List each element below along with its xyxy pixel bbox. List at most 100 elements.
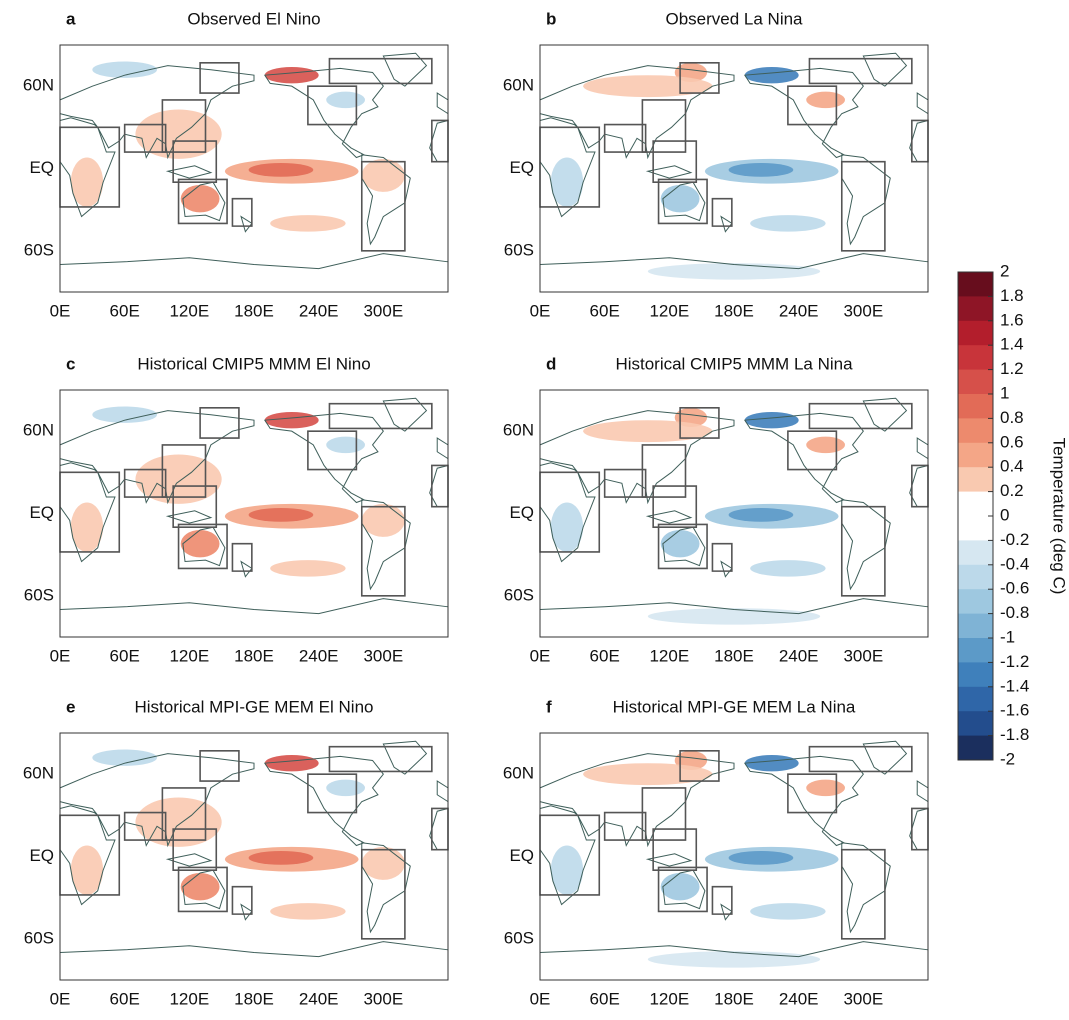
coastlines xyxy=(58,397,450,615)
map xyxy=(58,52,450,270)
anomaly-shading xyxy=(728,508,794,522)
anomaly-shading xyxy=(270,560,346,577)
anomaly-shading xyxy=(550,845,584,895)
anomaly-shading xyxy=(248,851,314,865)
colorbar-bin xyxy=(958,564,993,590)
panel-title: Observed El Nino xyxy=(187,9,320,28)
coastlines xyxy=(58,740,450,958)
anomaly-shading xyxy=(750,903,826,920)
lat-label: 60S xyxy=(24,585,54,604)
colorbar-tick-label: -1.2 xyxy=(1000,652,1029,671)
panel-letter: c xyxy=(66,354,75,373)
lon-label: 180E xyxy=(714,646,754,665)
map xyxy=(58,740,450,958)
lon-label: 120E xyxy=(649,646,689,665)
anomaly-shading xyxy=(660,184,700,213)
map xyxy=(58,397,450,615)
lon-label: 300E xyxy=(843,989,883,1008)
colorbar-bin xyxy=(958,296,993,322)
anomaly-shading xyxy=(583,75,713,98)
anomaly-shading xyxy=(264,411,319,429)
anomaly-shading xyxy=(361,158,405,192)
panel-letter: f xyxy=(546,697,552,716)
anomaly-shading xyxy=(180,529,220,558)
panel-title: Observed La Nina xyxy=(665,9,803,28)
anomaly-shading xyxy=(92,749,157,766)
panel-letter: d xyxy=(546,354,556,373)
colorbar-tick-label: -0.8 xyxy=(1000,603,1029,622)
anomaly-shading xyxy=(728,851,794,865)
lon-label: 240E xyxy=(779,301,819,320)
anomaly-shading xyxy=(647,951,821,968)
lat-label: EQ xyxy=(29,503,54,522)
lat-label: 60S xyxy=(504,240,534,259)
map-frame xyxy=(539,389,929,638)
lat-label: EQ xyxy=(29,846,54,865)
anomaly-shading xyxy=(647,608,821,625)
colorbar-bin xyxy=(958,735,993,761)
map-frame xyxy=(539,732,929,981)
colorbar-tick-label: -0.6 xyxy=(1000,579,1029,598)
anomaly-shading xyxy=(248,508,314,522)
anomaly-shading xyxy=(361,846,405,880)
lon-label: 240E xyxy=(779,989,819,1008)
colorbar-tick-label: -1.4 xyxy=(1000,676,1029,695)
lat-label: EQ xyxy=(509,158,534,177)
lat-label: 60N xyxy=(503,764,534,783)
anomaly-shading xyxy=(750,560,826,577)
anomaly-shading xyxy=(326,779,366,797)
lat-label: 60N xyxy=(23,421,54,440)
lat-label: 60N xyxy=(503,76,534,95)
colorbar-bin xyxy=(958,638,993,663)
anomaly-shading xyxy=(135,454,222,504)
anomaly-shading xyxy=(270,215,346,232)
colorbar-bin xyxy=(958,491,993,517)
lon-label: 180E xyxy=(234,989,274,1008)
lon-label: 240E xyxy=(299,301,339,320)
lat-label: 60N xyxy=(503,421,534,440)
colorbar-bin xyxy=(958,345,993,371)
anomaly-shading xyxy=(264,754,319,772)
lon-label: 60E xyxy=(590,301,620,320)
colorbar-tick-label: 1 xyxy=(1000,383,1009,402)
lon-label: 0E xyxy=(50,646,71,665)
anomaly-shading xyxy=(744,754,799,772)
anomaly-shading xyxy=(326,91,366,109)
anomaly-shading xyxy=(70,157,104,207)
anomaly-shading xyxy=(361,503,405,537)
lon-label: 0E xyxy=(530,301,551,320)
anomaly-shading xyxy=(550,157,584,207)
anomaly-shading xyxy=(806,91,846,109)
colorbar-tick-label: -0.2 xyxy=(1000,530,1029,549)
colorbar-bin xyxy=(958,442,993,468)
anomaly-shading xyxy=(744,66,799,84)
anomaly-shading xyxy=(647,263,821,280)
lon-label: 300E xyxy=(363,646,403,665)
anomaly-shading xyxy=(806,436,846,454)
anomaly-shading xyxy=(660,529,700,558)
anomaly-shading xyxy=(92,61,157,78)
lon-label: 180E xyxy=(714,989,754,1008)
anomaly-shading xyxy=(70,845,104,895)
lat-label: 60S xyxy=(24,240,54,259)
lon-label: 60E xyxy=(110,989,140,1008)
lon-label: 60E xyxy=(590,646,620,665)
colorbar-tick-label: -1.8 xyxy=(1000,725,1029,744)
map xyxy=(538,52,930,280)
anomaly-shading xyxy=(550,502,584,552)
lon-label: 180E xyxy=(234,301,274,320)
colorbar-tick-label: -1 xyxy=(1000,627,1015,646)
lon-label: 120E xyxy=(649,301,689,320)
colorbar-bin xyxy=(958,516,993,541)
colorbar-tick-label: 0.8 xyxy=(1000,408,1024,427)
lat-label: 60S xyxy=(504,585,534,604)
lon-label: 120E xyxy=(169,646,209,665)
anomaly-shading xyxy=(750,215,826,232)
colorbar-tick-label: 0.2 xyxy=(1000,481,1024,500)
lon-label: 240E xyxy=(299,646,339,665)
panel-title: Historical MPI-GE MEM El Nino xyxy=(135,697,374,716)
colorbar-bin xyxy=(958,589,993,615)
lon-label: 60E xyxy=(590,989,620,1008)
colorbar-label: Temperature (deg C) xyxy=(1050,438,1069,595)
